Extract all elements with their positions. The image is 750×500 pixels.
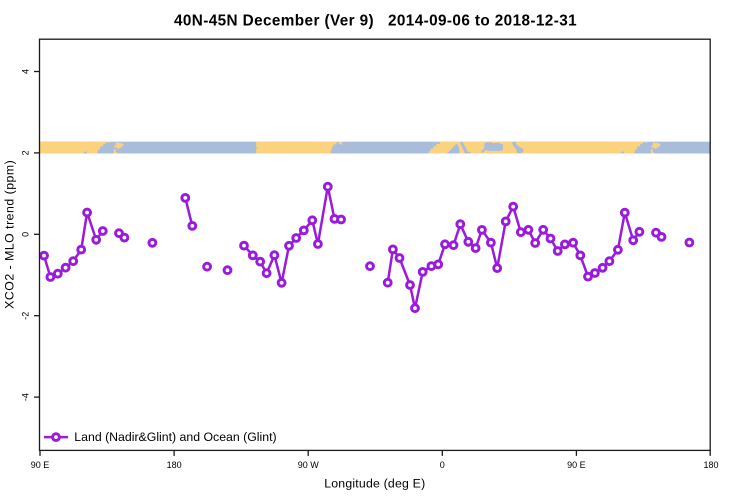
svg-text:90 W: 90 W [298, 460, 320, 470]
svg-text:0: 0 [21, 232, 31, 237]
svg-text:4: 4 [21, 69, 31, 74]
svg-text:90 E: 90 E [31, 460, 50, 470]
svg-text:Longitude (deg E): Longitude (deg E) [324, 477, 425, 491]
svg-text:Land (Nadir&Glint) and Ocean (: Land (Nadir&Glint) and Ocean (Glint) [74, 430, 276, 444]
svg-text:-4: -4 [21, 393, 31, 401]
svg-text:90 E: 90 E [567, 460, 586, 470]
svg-text:0: 0 [440, 460, 445, 470]
svg-text:180: 180 [703, 460, 718, 470]
svg-text:40N-45N December (Ver 9) 201: 40N-45N December (Ver 9) 2014-09-06 to 2… [174, 12, 577, 29]
svg-text:-2: -2 [21, 312, 31, 320]
svg-text:2: 2 [21, 150, 31, 155]
svg-text:XCO2 - MLO trend (ppm): XCO2 - MLO trend (ppm) [3, 160, 17, 309]
svg-text:180: 180 [167, 460, 182, 470]
